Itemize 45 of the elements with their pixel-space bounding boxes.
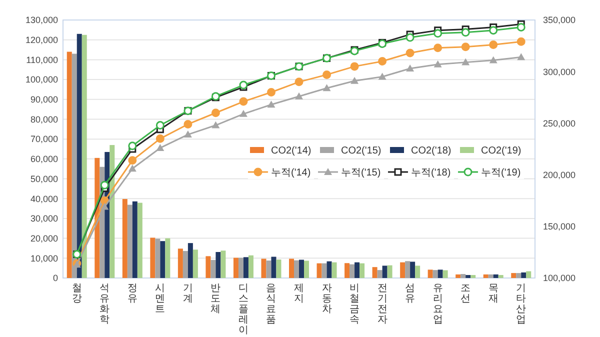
y-tick-label: 60,000 bbox=[30, 154, 58, 164]
y-tick-label: 120,000 bbox=[25, 34, 58, 45]
y2-tick-label: 100,000 bbox=[543, 273, 576, 284]
y2-tick-label: 250,000 bbox=[543, 118, 576, 128]
x-tick-label: 디스플레이 bbox=[238, 283, 248, 336]
y-tick-label: 130,000 bbox=[25, 15, 58, 26]
y-tick-label: 80,000 bbox=[30, 114, 58, 124]
x-tick-label: 시멘트 bbox=[155, 283, 166, 315]
y2-tick-label: 150,000 bbox=[543, 222, 576, 232]
legend-label: 누적('14) bbox=[271, 168, 311, 178]
y-tick-label: 70,000 bbox=[30, 134, 58, 144]
x-tick-label: 반도체 bbox=[210, 283, 221, 315]
y-tick-label: 30,000 bbox=[30, 214, 58, 224]
x-tick-label: 기계 bbox=[182, 283, 193, 304]
x-tick-label: 자동차 bbox=[322, 283, 332, 315]
x-tick-label: 목재 bbox=[488, 283, 498, 304]
legend-label: 누적('15) bbox=[341, 168, 381, 178]
x-tick-label: 철강 bbox=[72, 283, 82, 304]
legend-label: CO2('19) bbox=[481, 146, 522, 156]
legend-label: CO2('18) bbox=[411, 146, 452, 156]
x-tick-label: 기타산업 bbox=[516, 283, 526, 326]
y-tick-label: 0 bbox=[52, 273, 58, 284]
legend-label: 누적('19) bbox=[481, 168, 521, 178]
x-tick-label: 제지 bbox=[294, 283, 304, 304]
legend-label: 누적('18) bbox=[411, 168, 451, 178]
x-tick-label: 전기전자 bbox=[377, 283, 388, 326]
x-tick-label: 유리요업 bbox=[432, 283, 443, 326]
legend-label: CO2('15) bbox=[341, 146, 382, 156]
y-tick-label: 100,000 bbox=[25, 74, 58, 85]
y-tick-label: 110,000 bbox=[26, 54, 58, 65]
x-tick-label: 섬유 bbox=[405, 283, 416, 304]
y-tick-label: 20,000 bbox=[30, 233, 58, 244]
y2-tick-label: 350,000 bbox=[543, 15, 576, 26]
y-tick-label: 90,000 bbox=[30, 94, 58, 105]
y-tick-label: 40,000 bbox=[30, 194, 58, 204]
y2-tick-label: 200,000 bbox=[543, 170, 576, 180]
x-tick-label: 비철금속 bbox=[350, 283, 360, 326]
legend-label: CO2('14) bbox=[271, 146, 312, 156]
y-tick-label: 50,000 bbox=[30, 174, 58, 184]
y2-tick-label: 300,000 bbox=[543, 66, 576, 77]
x-tick-label: 조선 bbox=[460, 283, 471, 304]
x-tick-label: 정유 bbox=[127, 283, 138, 304]
x-tick-label: 음식료품 bbox=[266, 283, 276, 326]
x-tick-label: 석유화학 bbox=[100, 283, 110, 326]
y-tick-label: 10,000 bbox=[30, 253, 58, 264]
